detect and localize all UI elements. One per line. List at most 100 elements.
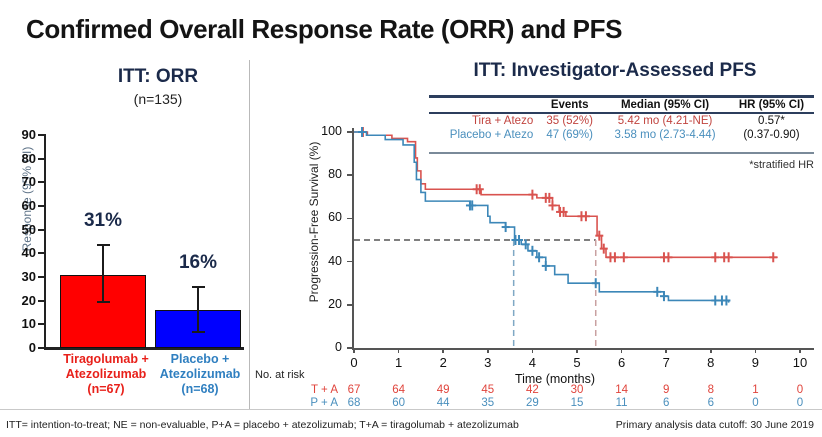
orr-y-tick-label: 20	[21, 292, 36, 308]
orr-category-1-line1: Placebo +	[170, 352, 230, 366]
orr-y-tick	[38, 347, 44, 349]
pfs-x-tick-label: 10	[792, 355, 808, 370]
risk-value-0-0: 67	[347, 384, 361, 396]
pfs-x-tick-label: 9	[751, 355, 759, 370]
table-row: Placebo + Atezo 47 (69%) 3.58 mo (2.73-4…	[429, 128, 814, 142]
risk-value-0-10: 0	[796, 384, 804, 396]
pfs-x-tick	[799, 348, 801, 353]
km-curve-tira	[354, 131, 778, 259]
pfs-x-tick	[576, 348, 578, 353]
orr-y-tick-label: 30	[21, 269, 36, 284]
risk-value-1-0: 68	[347, 397, 361, 409]
orr-panel-title: ITT: ORR	[117, 66, 199, 87]
censor-mark-tira-9	[577, 211, 586, 222]
risk-value-0-4: 42	[525, 384, 539, 396]
orr-value-label-1: 16%	[178, 252, 218, 274]
orr-y-tick-label: 80	[21, 150, 36, 166]
orr-y-tick	[38, 299, 44, 302]
censor-mark-placebo-9	[541, 260, 550, 271]
orr-y-tick	[38, 157, 44, 160]
pfs-x-tick-label: 0	[350, 355, 358, 370]
censor-mark-placebo-10	[591, 278, 600, 289]
orr-error-cap-0-1	[96, 300, 110, 303]
pfs-summary-table: Events Median (95% CI) HR (95% CI) Tira …	[429, 95, 814, 142]
censor-mark-tira-21	[769, 252, 778, 263]
table-hr-value: 0.57*	[758, 115, 785, 127]
censor-mark-placebo-15	[722, 295, 731, 306]
censor-mark-tira-5	[545, 192, 554, 203]
footer-divider	[0, 409, 822, 410]
km-curve-placebo	[354, 131, 730, 303]
orr-y-axis	[44, 134, 46, 349]
orr-category-0-n: (n=67)	[87, 382, 125, 396]
pfs-x-tick	[487, 348, 489, 353]
censor-mark-tira-16	[659, 252, 668, 263]
censor-mark-tira-15	[619, 252, 628, 263]
risk-value-1-2: 44	[436, 397, 450, 409]
orr-category-1-line2: Atezolizumab	[159, 367, 241, 381]
pfs-y-tick-label: 60	[328, 210, 342, 225]
censor-mark-tira-19	[720, 252, 729, 263]
table-row-1-median: 3.58 mo (2.73-4.44)	[614, 129, 716, 141]
pfs-y-tick-label: 0	[335, 340, 342, 354]
censor-mark-placebo-2	[468, 200, 477, 211]
censor-mark-tira-8	[559, 206, 568, 217]
pfs-x-tick	[620, 348, 623, 353]
pfs-y-tick	[347, 304, 352, 306]
orr-error-cap-1-1	[191, 331, 205, 334]
risk-row-label-0: T + A	[311, 384, 338, 396]
censor-mark-tira-0	[358, 127, 367, 137]
risk-value-1-6: 11	[615, 397, 628, 409]
table-header-blank	[429, 95, 539, 114]
risk-value-1-8: 6	[707, 397, 714, 409]
censor-mark-placebo-3	[501, 222, 510, 233]
pfs-x-tick-label: 6	[617, 355, 626, 370]
censor-mark-tira-3	[528, 189, 537, 200]
panel-divider	[249, 60, 250, 410]
table-bottom-rule	[429, 152, 814, 154]
risk-value-0-6: 14	[615, 384, 628, 396]
pfs-x-tick-label: 4	[528, 355, 536, 370]
orr-error-cap-1-0	[191, 286, 205, 289]
pfs-x-tick	[397, 348, 400, 353]
censor-mark-tira-10	[581, 211, 590, 222]
censor-mark-placebo-14	[717, 295, 726, 306]
pfs-y-tick-label: 40	[328, 253, 342, 268]
pfs-x-tick-label: 3	[484, 355, 492, 370]
orr-panel-n: (n=135)	[133, 91, 183, 107]
censor-mark-tira-2	[475, 184, 484, 195]
orr-error-bar-1	[197, 286, 199, 332]
orr-y-tick-label: 0	[28, 340, 36, 355]
orr-category-0-line1: Tiragolumab +	[63, 352, 149, 366]
orr-y-tick-label: 10	[21, 316, 36, 332]
table-header-median: Median (95% CI)	[601, 95, 729, 114]
orr-y-tick	[38, 181, 44, 184]
table-row-0-name: Tira + Atezo	[471, 115, 534, 127]
pfs-x-tick	[353, 348, 355, 353]
pfs-y-tick	[347, 131, 352, 133]
risk-value-1-9: 0	[752, 397, 759, 409]
censor-mark-tira-1	[472, 184, 481, 195]
censor-mark-placebo-4	[511, 235, 520, 245]
censor-mark-tira-4	[541, 192, 550, 203]
orr-y-tick	[38, 134, 44, 136]
orr-category-1-n: (n=68)	[181, 382, 219, 396]
table-header-row: Events Median (95% CI) HR (95% CI)	[429, 95, 814, 114]
orr-value-label-0: 31%	[83, 209, 123, 231]
pfs-x-tick	[754, 348, 757, 353]
pfs-x-tick	[531, 348, 534, 353]
censor-mark-placebo-6	[521, 239, 530, 250]
risk-value-0-7: 9	[662, 384, 670, 396]
pfs-x-tick-label: 5	[573, 355, 581, 370]
pfs-y-tick-label: 100	[321, 124, 342, 138]
orr-y-tick	[38, 276, 44, 278]
censor-mark-placebo-5	[515, 235, 524, 245]
pfs-x-tick	[665, 348, 667, 353]
risk-value-1-7: 6	[662, 397, 670, 409]
orr-category-0: Tiragolumab + Atezolizumab (n=67)	[58, 352, 154, 397]
table-header-hr: HR (95% CI)	[728, 95, 814, 114]
censor-mark-tira-13	[606, 252, 615, 263]
page-title: Confirmed Overall Response Rate (ORR) an…	[26, 14, 623, 44]
censor-mark-tira-20	[724, 252, 733, 263]
